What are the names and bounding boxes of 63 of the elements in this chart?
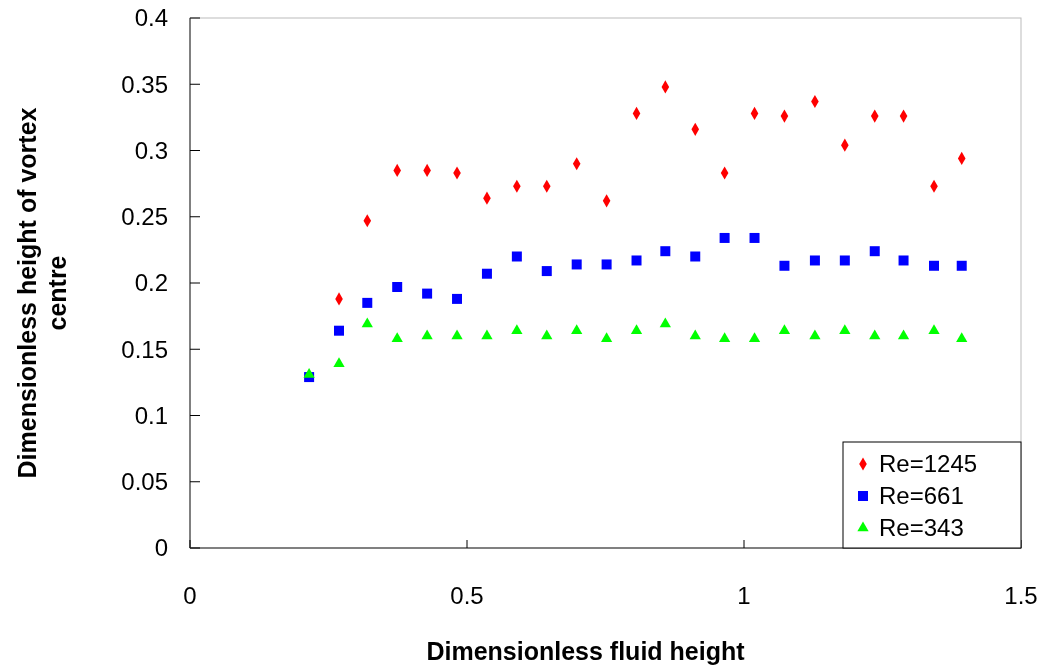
point bbox=[718, 332, 731, 342]
point bbox=[929, 260, 940, 271]
x-tick-label: 0.5 bbox=[450, 582, 484, 609]
x-axis-title: Dimensionless fluid height bbox=[426, 637, 746, 665]
y-tick-label: 0 bbox=[154, 534, 168, 562]
point bbox=[511, 324, 523, 334]
point bbox=[839, 324, 851, 334]
point bbox=[660, 246, 671, 257]
x-tick-label: 1 bbox=[737, 582, 751, 609]
point bbox=[779, 260, 790, 271]
y-axis-title: Dimensionless height of vortex centre bbox=[13, 107, 71, 479]
point bbox=[928, 324, 940, 334]
x-tick-label: 0 bbox=[183, 582, 197, 609]
point bbox=[451, 329, 463, 340]
point bbox=[452, 293, 463, 304]
point bbox=[956, 260, 967, 271]
y-tick-label: 0.15 bbox=[121, 335, 168, 363]
point bbox=[421, 329, 433, 340]
y-tick-label: 0.25 bbox=[121, 203, 168, 231]
y-tick-label: 0.05 bbox=[121, 468, 168, 496]
point bbox=[630, 324, 643, 334]
point bbox=[511, 251, 522, 262]
legend-label: Re=343 bbox=[879, 514, 964, 542]
point bbox=[303, 367, 315, 378]
point bbox=[362, 297, 373, 308]
point bbox=[391, 332, 403, 342]
point bbox=[719, 232, 730, 243]
point bbox=[392, 281, 403, 292]
point bbox=[897, 329, 910, 340]
y-tick-label: 0.35 bbox=[121, 70, 168, 98]
point bbox=[869, 329, 881, 340]
point bbox=[631, 255, 642, 266]
legend-label: Re=1245 bbox=[879, 450, 978, 478]
point bbox=[778, 324, 791, 334]
point bbox=[809, 329, 821, 340]
point bbox=[333, 357, 345, 368]
point bbox=[748, 332, 761, 342]
point bbox=[898, 255, 909, 266]
y-tick-label: 0.2 bbox=[134, 269, 168, 297]
point bbox=[334, 325, 345, 336]
point bbox=[571, 324, 583, 334]
point bbox=[541, 266, 552, 277]
point bbox=[659, 317, 671, 328]
point bbox=[956, 332, 968, 342]
point bbox=[689, 329, 701, 340]
y-tick-label: 0.4 bbox=[134, 4, 168, 32]
point bbox=[361, 317, 373, 328]
point bbox=[481, 268, 492, 279]
point bbox=[600, 332, 613, 342]
point bbox=[809, 255, 820, 266]
x-tick-label: 1.5 bbox=[1004, 582, 1038, 609]
point bbox=[571, 259, 582, 270]
point bbox=[690, 251, 701, 262]
point bbox=[541, 329, 553, 340]
point bbox=[869, 246, 880, 257]
point bbox=[422, 288, 433, 299]
legend-label: Re=661 bbox=[879, 482, 964, 510]
point bbox=[481, 329, 493, 340]
point bbox=[839, 255, 850, 266]
y-tick-label: 0.3 bbox=[134, 136, 168, 164]
point bbox=[601, 259, 612, 270]
point bbox=[749, 232, 760, 243]
y-tick-label: 0.1 bbox=[134, 401, 168, 429]
